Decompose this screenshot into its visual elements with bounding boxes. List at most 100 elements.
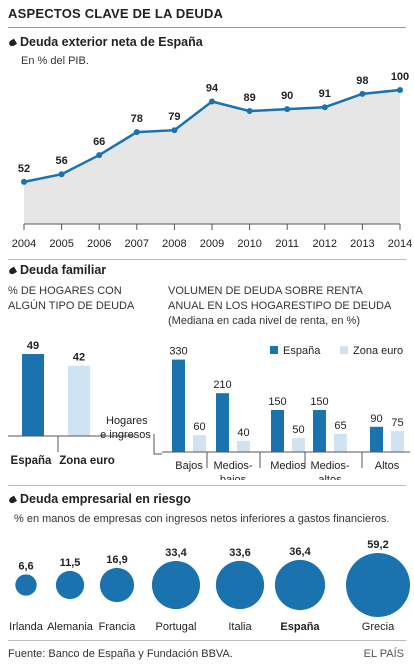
- data-label: 78: [131, 113, 143, 125]
- bubble: [274, 559, 326, 611]
- bar-value-label: 49: [27, 340, 39, 352]
- data-label: 90: [281, 90, 293, 102]
- x-tick-label: 2004: [12, 238, 36, 250]
- data-point: [171, 127, 178, 134]
- category-label: bajos: [220, 474, 247, 480]
- section3-header: Deuda empresarial en riesgo: [7, 492, 308, 508]
- x-tick-label: 2008: [162, 238, 186, 250]
- corporate-bubble-chart: 6,6 Irlanda 11,5 Alemania 16,9 Francia 33,4 Por…: [9, 539, 410, 633]
- bar-eurozone: [391, 431, 404, 452]
- data-point: [58, 171, 65, 178]
- x-tick-label: 2006: [87, 238, 111, 250]
- country-label: Alemania: [47, 621, 94, 633]
- households-caption: % DE HOGARES CON ALGÚN TIPO DE DEUDA: [8, 285, 135, 312]
- income-axis-label: de ingresos: [100, 429, 151, 441]
- title-divider: [8, 27, 406, 28]
- data-label: 100: [391, 71, 409, 83]
- bar-eurozone: [334, 433, 347, 452]
- country-label: Irlanda: [9, 621, 44, 633]
- brand-logo: EL PAÍS: [363, 648, 404, 660]
- bar-eurozone: [237, 440, 250, 452]
- data-point: [321, 104, 328, 111]
- section2-divider: [8, 485, 406, 486]
- bar-eurozone: [193, 435, 206, 452]
- category-label: Altos: [375, 460, 400, 472]
- legend-label: Zona euro: [353, 345, 403, 357]
- bubble-value-label: 11,5: [60, 557, 81, 569]
- country-label: España: [280, 621, 320, 633]
- category-label: Medios: [270, 460, 306, 472]
- bubble-value-label: 33,6: [229, 547, 250, 559]
- section3-divider: [8, 640, 406, 641]
- country-label: Portugal: [156, 621, 197, 633]
- category-label: altos: [318, 474, 342, 480]
- data-label: 66: [93, 136, 105, 148]
- bar: [22, 354, 44, 436]
- bar-spain: [271, 410, 284, 452]
- legend-swatch: [270, 346, 278, 354]
- bubble-value-label: 36,4: [289, 546, 311, 558]
- bubble: [346, 553, 410, 617]
- category-label: Bajos: [175, 460, 203, 472]
- country-label: Grecia: [362, 621, 395, 633]
- bullet-icon: [7, 495, 18, 505]
- households-bar-chart: 49 42 España Zona euro: [8, 340, 135, 467]
- data-label: 89: [243, 92, 255, 104]
- bar-value-label: 150: [268, 396, 286, 408]
- bar-spain: [313, 410, 326, 452]
- volume-caption: VOLUMEN DE DEUDA SOBRE RENTA ANUAL EN LO…: [168, 285, 392, 327]
- bubble: [99, 567, 135, 603]
- data-label: 98: [356, 75, 368, 87]
- data-point: [96, 152, 103, 159]
- category-label: España: [11, 455, 53, 467]
- bar-spain: [370, 426, 383, 452]
- section3-title: Deuda empresarial en riesgo: [20, 492, 191, 506]
- infographic-title: ASPECTOS CLAVE DE LA DEUDA: [8, 6, 224, 21]
- country-label: Francia: [99, 621, 137, 633]
- income-axis-label: Hogares: [106, 415, 148, 427]
- bar-eurozone: [292, 438, 305, 452]
- area-fill: [24, 90, 400, 224]
- bar-value-label: 210: [213, 379, 231, 391]
- bar-value-label: 90: [370, 413, 382, 425]
- bar-value-label: 75: [391, 417, 403, 429]
- category-label: Medios-: [213, 460, 252, 472]
- debt-area-chart: 52 56 66 78 79 94 89 90 91 98 100 2004 2005 2006 2007 2…: [12, 71, 412, 250]
- bar-value-label: 50: [292, 424, 304, 436]
- section2-header: Deuda familiar: [7, 263, 208, 279]
- x-tick-label: 2005: [49, 238, 73, 250]
- section2-title: Deuda familiar: [20, 263, 107, 277]
- data-point: [359, 90, 366, 97]
- section1-divider: [8, 259, 406, 260]
- bar: [68, 365, 90, 436]
- section3-subtitle: % en manos de empresas con ingresos neto…: [14, 513, 390, 525]
- source-note: Fuente: Banco de España y Fundación BBVA…: [8, 648, 233, 660]
- data-label: 79: [168, 111, 180, 123]
- section1-header: Deuda exterior neta de España: [7, 35, 308, 51]
- country-label: Italia: [228, 621, 252, 633]
- bubble: [15, 574, 37, 596]
- data-point: [284, 106, 291, 113]
- bar-value-label: 60: [193, 421, 205, 433]
- data-point: [209, 98, 215, 105]
- bubble-value-label: 59,2: [367, 539, 388, 551]
- legend-label: España: [283, 345, 321, 357]
- bar-value-label: 42: [73, 352, 85, 364]
- x-tick-label: 2011: [275, 238, 299, 250]
- data-point: [133, 129, 140, 136]
- bubble-value-label: 16,9: [106, 554, 127, 566]
- x-tick-label: 2010: [237, 238, 261, 250]
- x-tick-label: 2007: [125, 238, 149, 250]
- income-bracket: [153, 434, 162, 455]
- bar-spain: [216, 393, 229, 452]
- bubble: [215, 560, 265, 610]
- data-label: 94: [206, 82, 219, 94]
- bubble: [55, 570, 85, 600]
- data-point: [21, 178, 27, 185]
- data-point: [397, 87, 403, 93]
- bar-spain: [172, 359, 185, 452]
- bullet-icon: [7, 38, 18, 48]
- data-label: 52: [18, 163, 30, 175]
- category-label: Zona euro: [59, 455, 115, 467]
- x-tick-label: 2013: [350, 238, 374, 250]
